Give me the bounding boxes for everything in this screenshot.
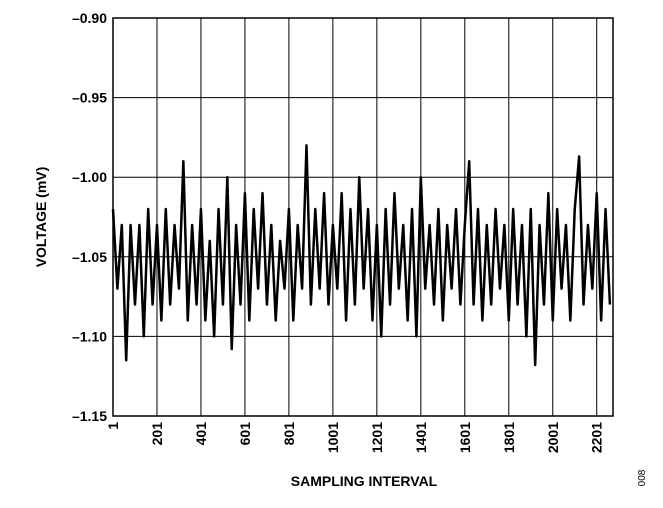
data-line <box>111 144 612 367</box>
y-axis-label: VOLTAGE (mV) <box>33 167 49 268</box>
figure-note: 008 <box>637 469 648 486</box>
y-tick-label: –1.05 <box>72 249 107 265</box>
x-tick-label: 1 <box>105 422 121 430</box>
y-tick-label: –1.10 <box>72 328 107 344</box>
x-tick-label: 1001 <box>325 422 341 453</box>
x-tick-label: 401 <box>193 422 209 446</box>
y-tick-label: –1.15 <box>72 408 107 424</box>
x-tick-label: 1601 <box>457 422 473 453</box>
x-tick-label: 801 <box>281 422 297 446</box>
x-tick-label: 2001 <box>545 422 561 453</box>
x-tick-label: 2201 <box>589 422 605 453</box>
y-tick-label: –1.00 <box>72 169 107 185</box>
y-tick-label: –0.95 <box>72 90 107 106</box>
x-tick-label: 1801 <box>501 422 517 453</box>
x-axis-label: SAMPLING INTERVAL <box>291 473 438 489</box>
x-tick-label: 1401 <box>413 422 429 453</box>
x-tick-label: 201 <box>149 422 165 446</box>
x-tick-label: 601 <box>237 422 253 446</box>
x-tick-label: 1201 <box>369 422 385 453</box>
y-tick-label: –0.90 <box>72 10 107 26</box>
plot-frame <box>112 17 614 417</box>
